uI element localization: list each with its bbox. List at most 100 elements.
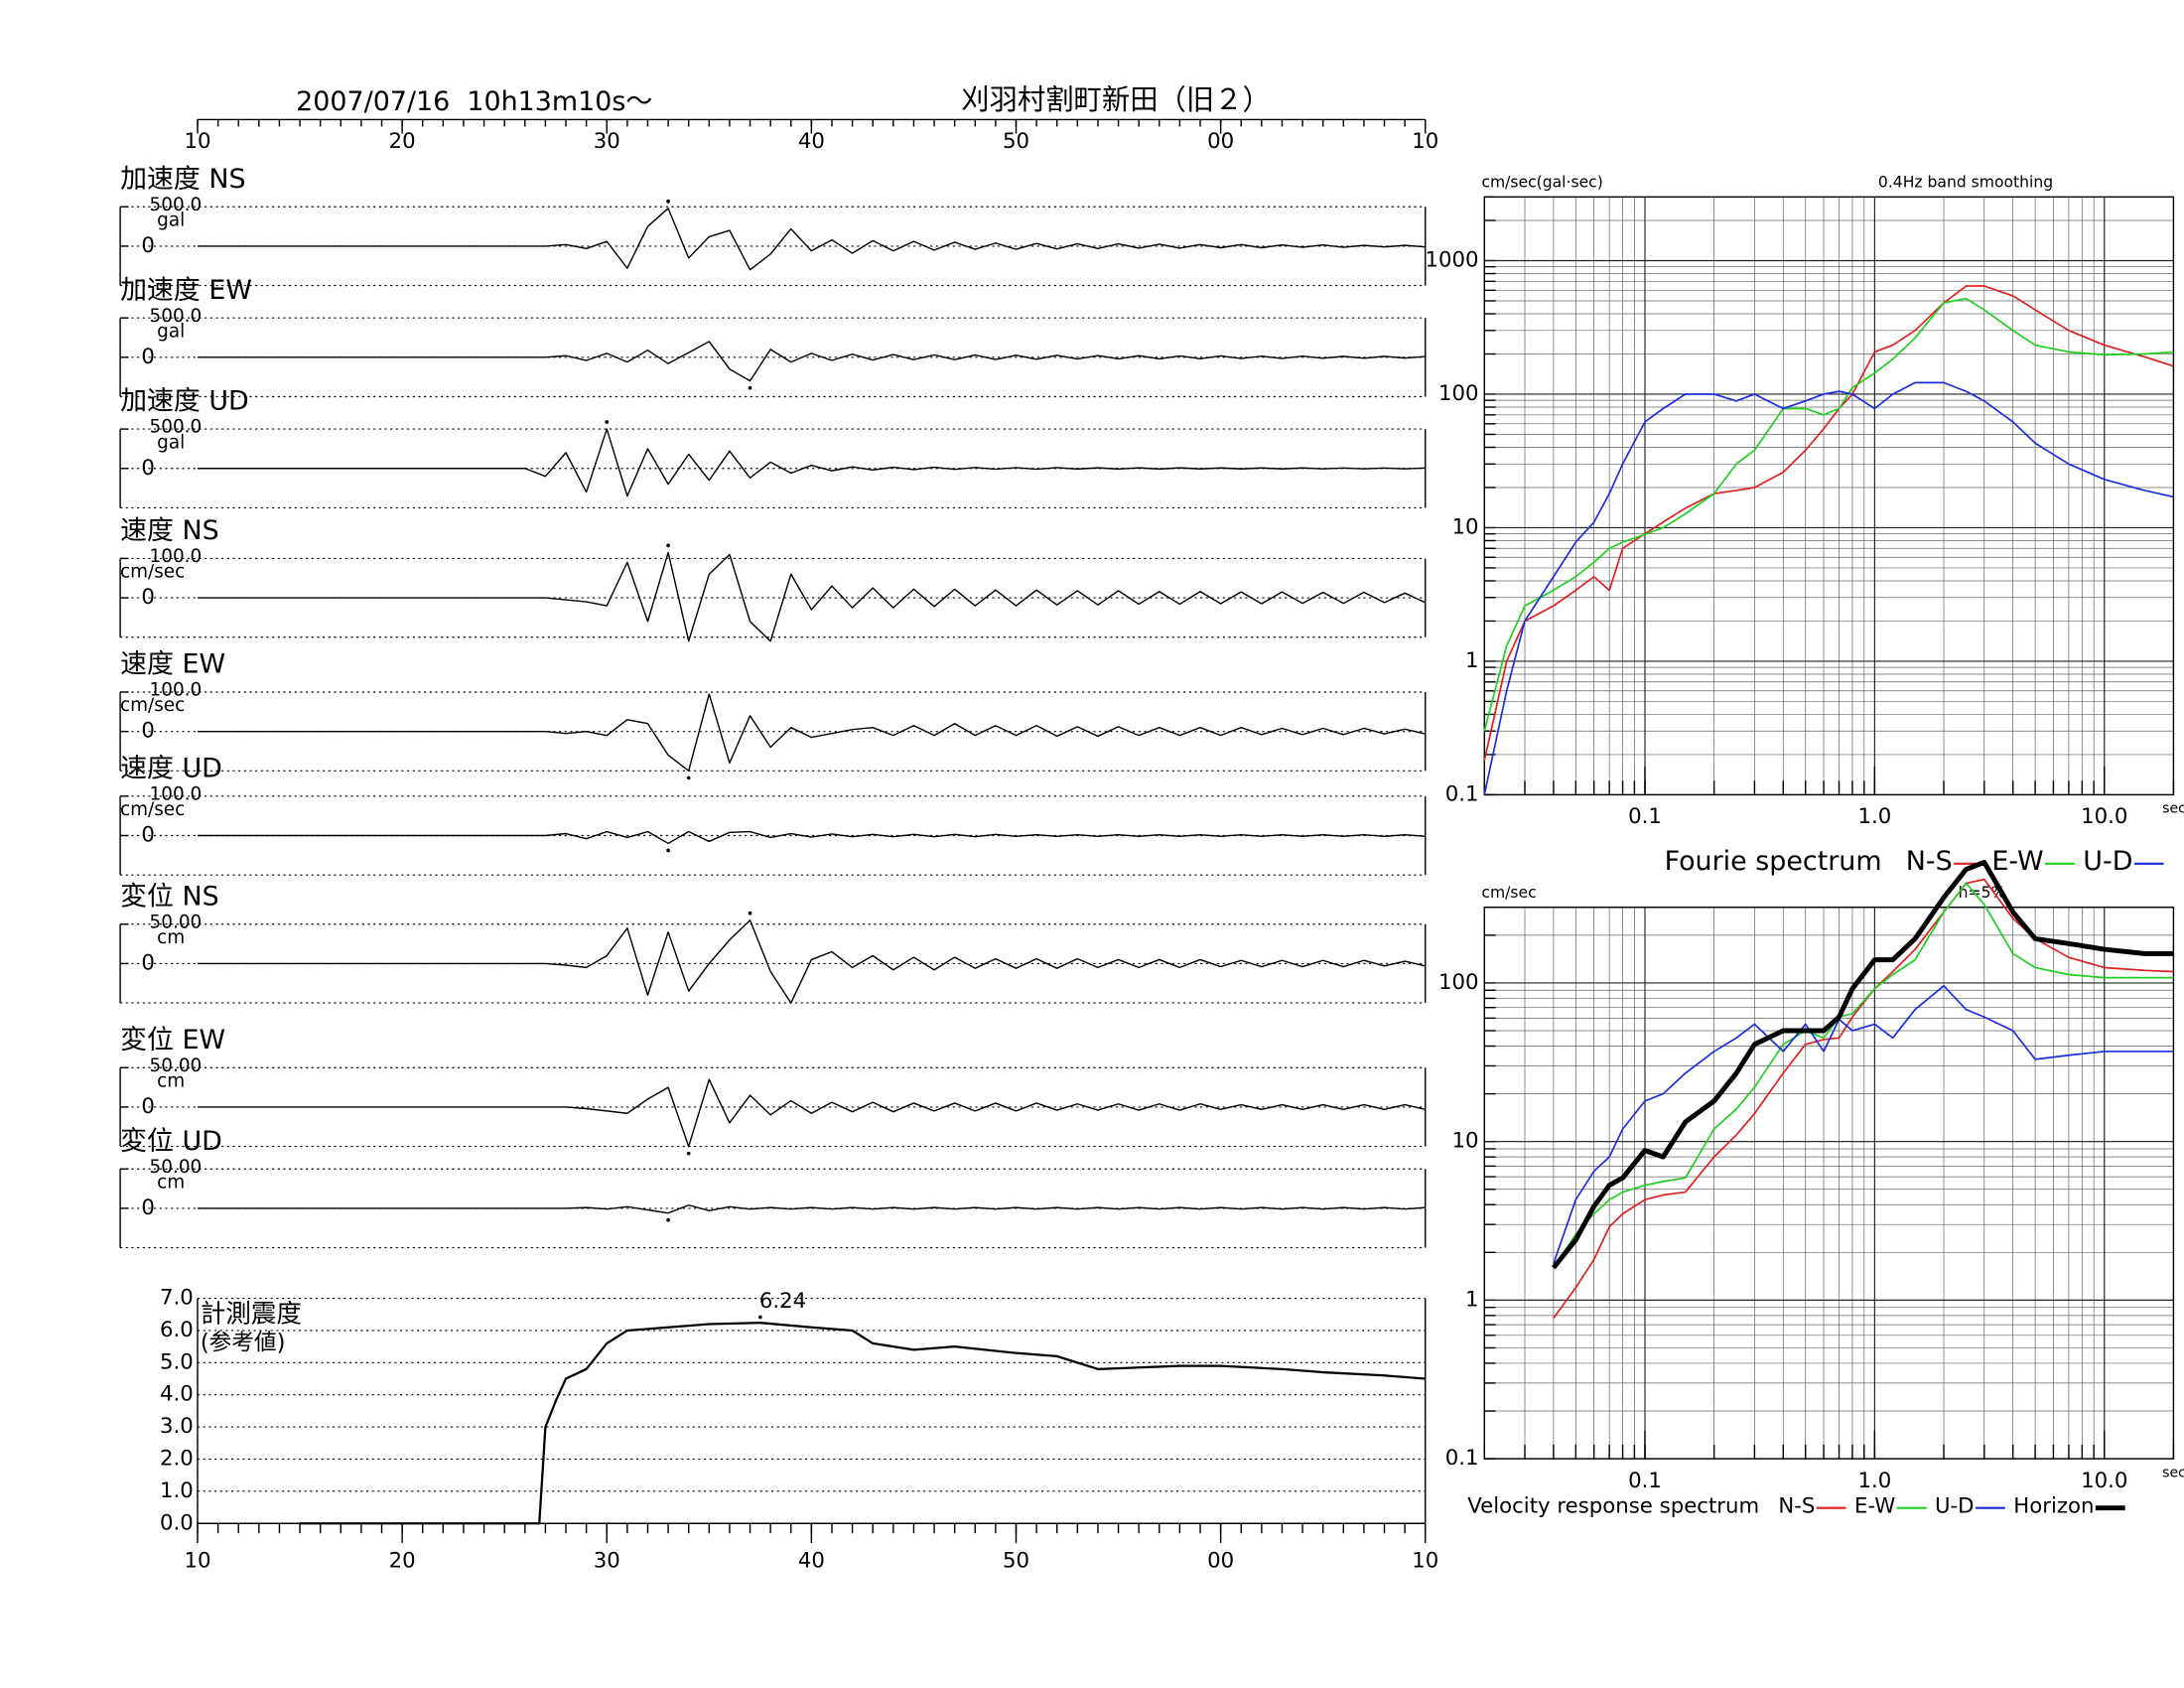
legend-label: E-W (1991, 846, 2043, 877)
x-tick-label: 40 (798, 129, 825, 154)
x-tick-label: 10.0 (2081, 1469, 2127, 1493)
trace-title: 加速度 EW (120, 275, 252, 306)
x-tick-label: 00 (1207, 1549, 1234, 1574)
peak-marker (748, 911, 752, 915)
waveform-trace (198, 551, 1427, 642)
x-tick-label: 50 (1003, 129, 1029, 154)
spectrum-line (1551, 859, 2174, 1270)
y-tick-label: 1 (1465, 1287, 1479, 1312)
y-tick-label: 50.00 (150, 1055, 203, 1076)
y-tick-label: 0 (141, 585, 155, 610)
unit-label: cm (157, 1172, 185, 1193)
x-tick-label: 50 (1003, 1549, 1029, 1574)
x-tick-label: 30 (594, 1549, 620, 1574)
legend-label: U-D (2083, 846, 2132, 877)
x-tick-label: 10 (1412, 129, 1438, 154)
waveform-trace (198, 1078, 1426, 1148)
legend-label: N-S (1906, 846, 1953, 877)
plot-frame (1483, 907, 2175, 1460)
trace-title: 変位 NS (120, 881, 219, 912)
waveform-trace (198, 208, 1426, 271)
legend-title: Fourie spectrum (1665, 846, 1882, 877)
peak-marker (605, 420, 610, 424)
y-tick-label: 50.00 (150, 912, 203, 932)
chart-subtitle: (参考値) (201, 1330, 286, 1355)
y-axis-label: cm/sec(gal·sec) (1481, 174, 1602, 192)
y-tick-label: 0 (141, 1094, 155, 1119)
y-tick-label: 100.0 (150, 783, 203, 804)
y-tick-label: 500.0 (150, 417, 203, 438)
unit-label: cm/sec (120, 562, 185, 583)
legend-label: Horizon (2013, 1493, 2094, 1518)
x-tick-label: 0.1 (1628, 1469, 1662, 1493)
unit-label: cm (157, 1070, 185, 1091)
unit-label: gal (157, 432, 185, 453)
x-tick-label: 20 (389, 1549, 416, 1574)
y-tick-label: 4.0 (160, 1382, 194, 1407)
y-tick-label: 0 (141, 233, 155, 258)
y-tick-label: 1 (1465, 648, 1479, 673)
x-axis-label: sec (2162, 801, 2184, 817)
peak-marker (758, 1315, 762, 1320)
y-tick-label: 0.1 (1445, 1446, 1479, 1471)
legend-label: N-S (1778, 1493, 1815, 1518)
peak-label: 6.24 (759, 1289, 806, 1314)
y-tick-label: 3.0 (160, 1414, 194, 1439)
spectrum-line (1483, 381, 2174, 795)
y-tick-label: 0 (141, 1196, 155, 1220)
chart-title: 計測震度 (201, 1300, 302, 1330)
y-tick-label: 10 (1452, 1129, 1479, 1154)
y-tick-label: 0 (141, 719, 155, 744)
y-axis-label: cm/sec (1481, 884, 1536, 902)
trace-title: 変位 EW (120, 1025, 225, 1055)
peak-marker (666, 543, 670, 548)
spectrum-line (1483, 285, 2174, 762)
record-time: 2007/07/16 10h13m10s〜 (296, 86, 652, 117)
x-tick-label: 10.0 (2081, 804, 2127, 829)
peak-marker (666, 848, 670, 853)
unit-label: cm (157, 927, 185, 948)
trace-title: 速度 EW (120, 649, 225, 680)
spectrum-line (1553, 984, 2174, 1264)
x-tick-label: 30 (594, 129, 620, 154)
y-tick-label: 1.0 (160, 1478, 194, 1503)
y-tick-label: 0 (141, 345, 155, 369)
y-tick-label: 100 (1438, 970, 1479, 995)
peak-marker (666, 1217, 670, 1222)
y-tick-label: 0.1 (1445, 781, 1479, 806)
y-tick-label: 100.0 (150, 546, 203, 567)
trace-title: 速度 NS (120, 515, 219, 546)
x-tick-label: 10 (184, 129, 210, 154)
waveform-trace (198, 1204, 1426, 1214)
intensity-trace (300, 1322, 1426, 1525)
station-name: 刈羽村割町新田（旧２） (961, 83, 1271, 116)
waveform-trace (198, 830, 1426, 845)
y-tick-label: 0 (141, 950, 155, 975)
y-tick-label: 100.0 (150, 680, 203, 701)
y-tick-label: 7.0 (160, 1286, 194, 1311)
y-tick-label: 1000 (1425, 247, 1478, 272)
y-tick-label: 10 (1452, 514, 1479, 539)
x-tick-label: 40 (798, 1549, 825, 1574)
note: 0.4Hz band smoothing (1878, 174, 2053, 192)
peak-marker (748, 385, 752, 390)
y-tick-label: 500.0 (150, 195, 203, 215)
y-tick-label: 500.0 (150, 306, 203, 327)
waveform-trace (198, 428, 1426, 497)
y-tick-label: 5.0 (160, 1349, 194, 1374)
unit-label: gal (157, 210, 185, 230)
x-tick-label: 10 (184, 1549, 210, 1574)
y-tick-label: 0.0 (160, 1510, 194, 1535)
unit-label: cm/sec (120, 695, 185, 716)
trace-title: 変位 UD (120, 1126, 222, 1157)
x-tick-label: 1.0 (1857, 1469, 1891, 1493)
trace-title: 加速度 UD (120, 386, 249, 417)
x-tick-label: 0.1 (1628, 804, 1662, 829)
peak-marker (686, 775, 691, 780)
y-tick-label: 100 (1438, 381, 1479, 406)
unit-label: gal (157, 321, 185, 342)
spectrum-line (1483, 297, 2174, 732)
x-tick-label: 10 (1412, 1549, 1438, 1574)
legend-title: Velocity response spectrum (1467, 1493, 1759, 1518)
